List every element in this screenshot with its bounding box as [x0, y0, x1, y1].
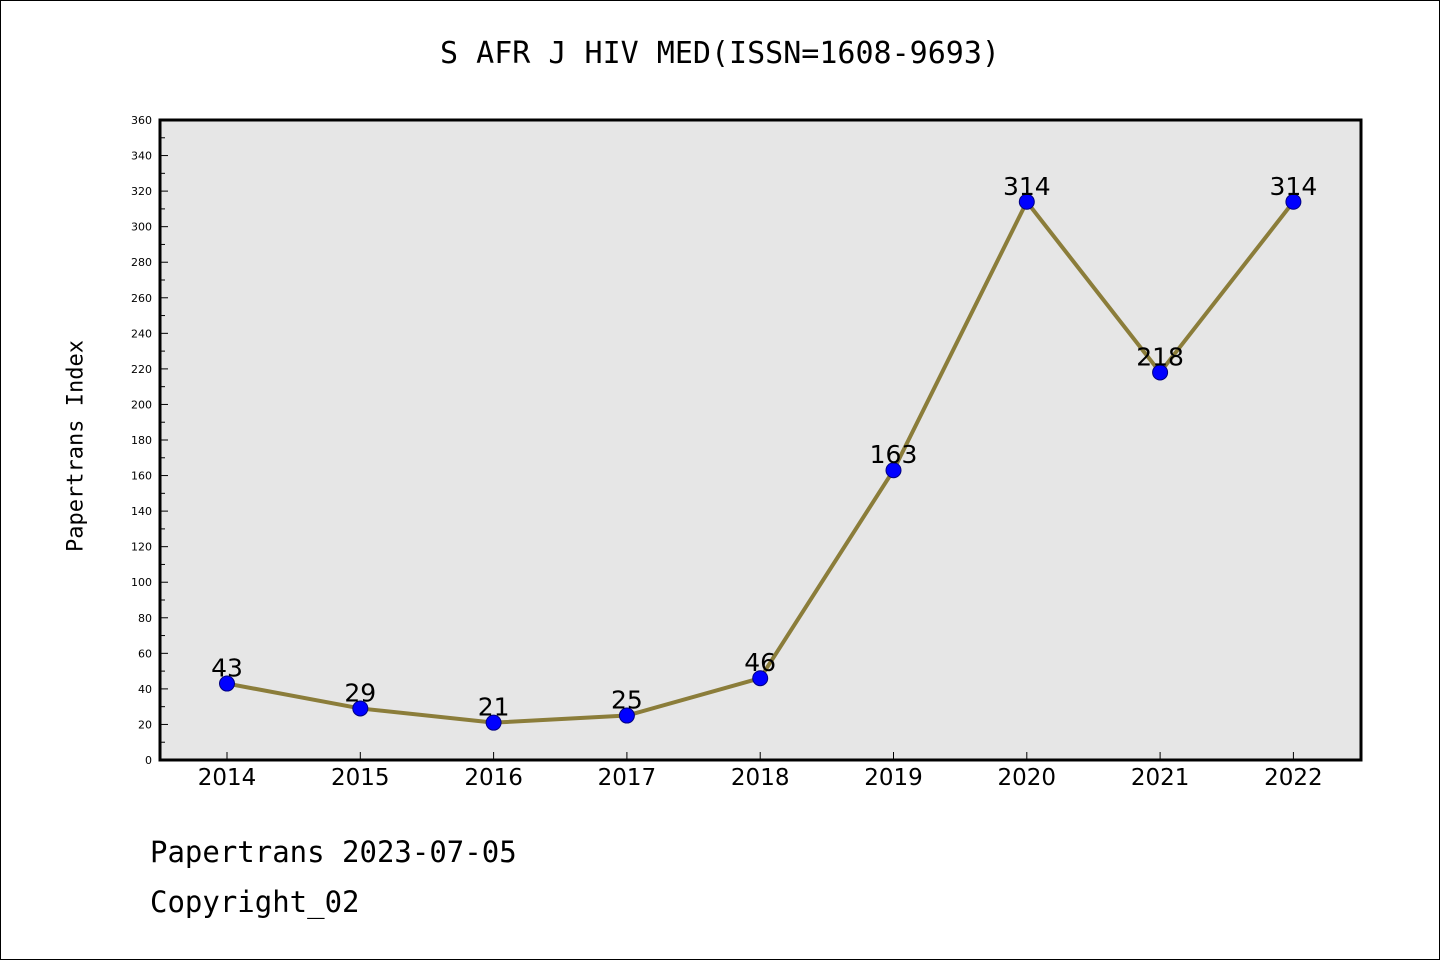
data-point	[219, 675, 235, 692]
x-tick-label: 2015	[331, 765, 390, 791]
y-tick-label: 80	[138, 612, 152, 625]
data-label: 314	[1270, 172, 1318, 201]
y-tick-label: 160	[131, 470, 152, 483]
footer-date: Papertrans 2023-07-05	[150, 835, 517, 869]
y-tick-label: 40	[138, 683, 152, 696]
data-point	[1152, 364, 1169, 381]
data-label: 218	[1136, 342, 1184, 371]
y-tick-label: 20	[138, 718, 152, 731]
data-label: 43	[211, 654, 243, 683]
x-tick-label: 2022	[1264, 765, 1323, 791]
x-tick-label: 2014	[198, 765, 257, 791]
data-point	[1018, 193, 1035, 210]
data-point	[1285, 193, 1302, 210]
y-tick-label: 360	[131, 114, 152, 127]
y-tick-label: 320	[131, 185, 152, 198]
y-tick-label: 60	[138, 647, 152, 660]
x-tick-label: 2017	[598, 765, 657, 791]
data-label: 21	[478, 693, 510, 722]
plot-area	[160, 120, 1361, 760]
y-tick-label: 340	[131, 150, 152, 163]
plot-border	[158, 118, 1363, 762]
x-tick-label: 2019	[864, 765, 923, 791]
series-group: 43 29 21 25 46 163 314 218 314	[211, 172, 1318, 731]
chart-title: S AFR J HIV MED(ISSN=1608-9693)	[440, 36, 1000, 71]
y-tick-label: 100	[131, 576, 152, 589]
y-tick-label: 300	[131, 221, 152, 234]
data-point	[752, 670, 769, 687]
data-label: 25	[611, 686, 643, 715]
x-axis-ticks: 2014 2015 2016 2017 2018 2019 2020 2021 2022	[198, 752, 1323, 791]
x-tick-label: 2021	[1131, 765, 1190, 791]
data-point	[352, 700, 369, 717]
y-tick-label: 140	[131, 505, 152, 518]
data-point	[618, 707, 635, 724]
data-label: 314	[1003, 172, 1051, 201]
y-tick-label: 120	[131, 541, 152, 554]
x-tick-label: 2018	[731, 765, 790, 791]
y-tick-label: 280	[131, 256, 152, 269]
data-label: 163	[870, 440, 918, 469]
data-label: 46	[744, 648, 776, 677]
y-tick-label: 220	[131, 363, 152, 376]
data-point	[885, 462, 902, 479]
x-tick-label: 2016	[464, 765, 523, 791]
y-tick-label: 0	[145, 754, 152, 767]
data-label: 29	[344, 678, 376, 707]
y-tick-label: 180	[131, 434, 152, 447]
footer-copyright: Copyright_02	[150, 885, 360, 919]
y-tick-label: 200	[131, 398, 152, 411]
y-tick-label: 240	[131, 327, 152, 340]
y-tick-label: 260	[131, 292, 152, 305]
data-point	[485, 714, 502, 731]
x-tick-label: 2020	[998, 765, 1057, 791]
